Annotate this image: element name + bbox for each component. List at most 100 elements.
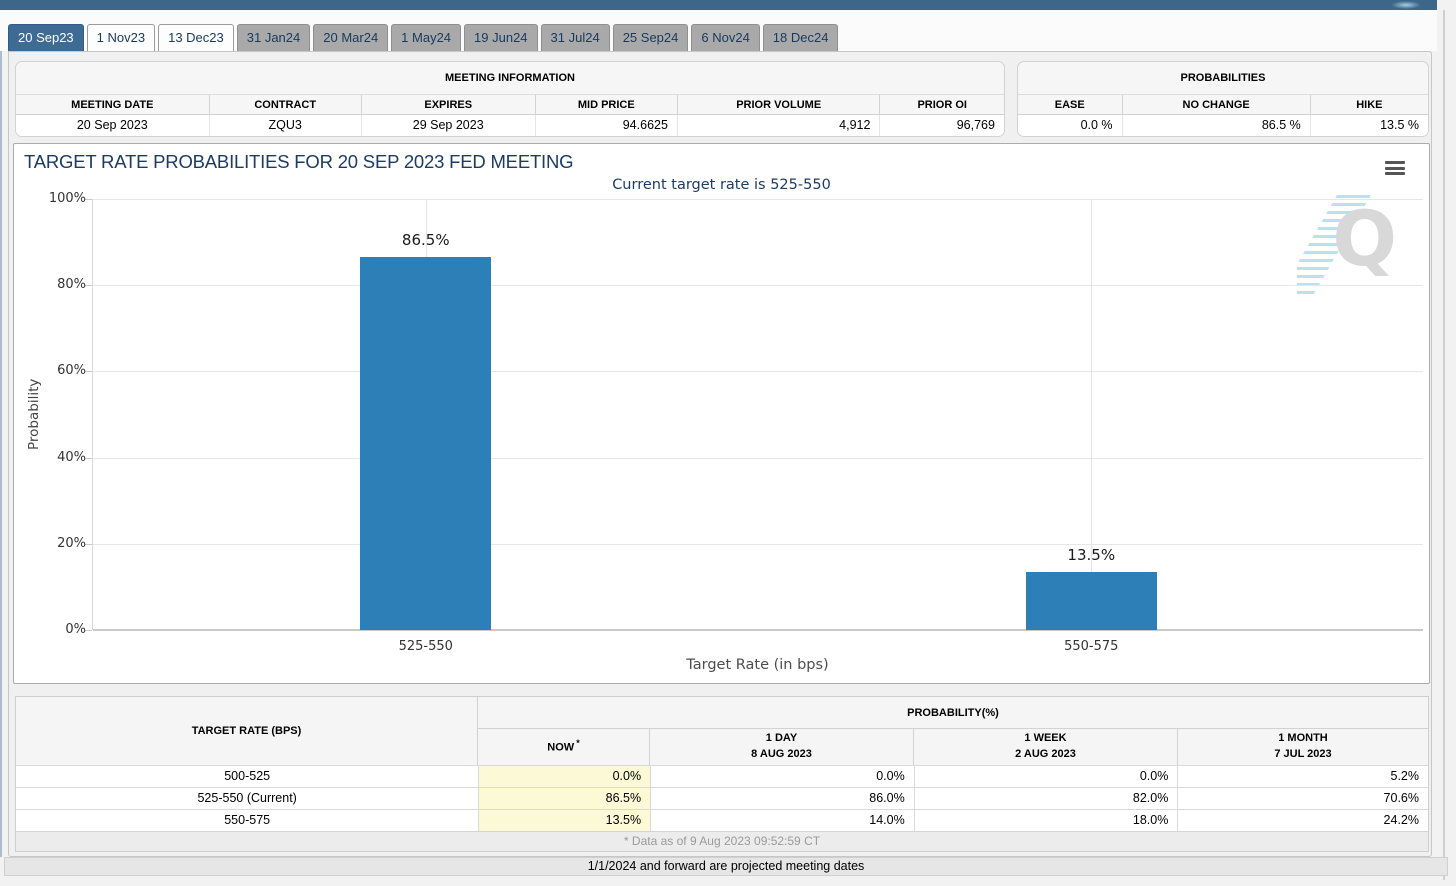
target-rate-header: TARGET RATE (BPS) [16, 697, 478, 765]
hamburger-menu-icon[interactable] [1385, 161, 1405, 178]
probability-sub-header-cell: NOW * [478, 729, 650, 765]
tab-6-nov24[interactable]: 6 Nov24 [691, 24, 760, 51]
one-day-probability-cell: 14.0% [651, 810, 915, 831]
fedwatch-main-panel: MEETING INFORMATION MEETING DATE CONTRACT… [8, 51, 1432, 857]
table-row: 500-525 0.0% 0.0% 0.0% 5.2% [16, 765, 1428, 787]
probability-sub-header-cell: 1 MONTH 7 JUL 2023 [1178, 729, 1428, 765]
y-tick-mark [85, 285, 92, 287]
meeting-info-value-row: 20 Sep 2023 ZQU3 29 Sep 2023 94.6625 4,912 96… [16, 115, 1004, 136]
y-tick-label: 40% [57, 449, 86, 465]
bar-550-575[interactable] [1025, 571, 1157, 630]
one-day-probability-cell: 86.0% [651, 788, 915, 809]
table-row: 550-575 13.5% 14.0% 18.0% 24.2% [16, 809, 1428, 831]
probabilities-header-cell: HIKE [1356, 99, 1383, 111]
y-tick-label: 80% [57, 277, 86, 293]
hamburger-bar [1385, 172, 1405, 175]
probability-sub-header-cell: 1 WEEK 2 AUG 2023 [914, 729, 1178, 765]
y-axis-title: Probability [26, 378, 42, 451]
probability-group-header: PROBABILITY(%) [478, 697, 1428, 729]
x-axis-line [93, 629, 1423, 631]
y-gridline [93, 285, 1423, 287]
sub-header-line2: 7 JUL 2023 [1274, 748, 1332, 760]
y-tick-mark [85, 543, 92, 545]
sub-header-line1: 1 DAY [765, 732, 798, 745]
y-tick-label: 0% [65, 622, 86, 637]
rate-history-rows: 500-525 0.0% 0.0% 0.0% 5.2% 525-550 (Current)… [16, 765, 1428, 831]
projected-dates-note: 1/1/2024 and forward are projected meeti… [4, 857, 1448, 876]
probability-sub-header-cell: 1 DAY 8 AUG 2023 [650, 729, 914, 765]
y-tick-label: 60% [57, 363, 86, 379]
sub-header-line2: 2 AUG 2023 [1015, 748, 1076, 760]
y-tick-mark [85, 630, 92, 631]
tab-19-jun24[interactable]: 19 Jun24 [464, 24, 538, 51]
probabilities-header-cell: EASE [1018, 95, 1123, 114]
y-gridline [93, 371, 1423, 373]
meeting-info-value-cell: 29 Sep 2023 [362, 115, 536, 136]
meeting-info-header-row: MEETING DATE CONTRACT EXPIRES MID PRICE PRIO… [16, 94, 1004, 115]
meeting-info-table: MEETING INFORMATION MEETING DATE CONTRACT… [15, 61, 1005, 137]
watermark-q-logo: Q [1332, 195, 1397, 283]
tab-13-dec23[interactable]: 13 Dec23 [158, 24, 234, 51]
probabilities-title: PROBABILITIES [1180, 72, 1266, 84]
table-row: 525-550 (Current) 86.5% 86.0% 82.0% 70.6% [16, 787, 1428, 809]
chart-plot-area: Q 86.5% 525-550 13.5% 550-575 [92, 195, 1423, 654]
y-tick-mark [85, 371, 92, 373]
rate-history-table: TARGET RATE (BPS) PROBABILITY(%) NOW * 1 D… [15, 696, 1429, 852]
tab-31-jul24[interactable]: 31 Jul24 [540, 24, 610, 51]
meeting-info-header-cell: PRIOR OI [917, 99, 967, 111]
sub-header-line2: 8 AUG 2023 [751, 748, 812, 760]
meeting-info-header-cell: EXPIRES [362, 95, 536, 114]
now-probability-cell: 86.5% [479, 788, 652, 809]
tab-1-nov23[interactable]: 1 Nov23 [86, 24, 156, 51]
sub-header-line1: 1 WEEK [1024, 732, 1067, 745]
tab-20-mar24[interactable]: 20 Mar24 [313, 24, 389, 51]
y-tick-mark [85, 199, 92, 200]
one-month-probability-cell: 5.2% [1390, 769, 1420, 783]
chart-subtitle: Current target rate is 525-550 [612, 177, 831, 193]
target-rate-cell: 500-525 [16, 766, 480, 787]
meeting-info-title: MEETING INFORMATION [445, 72, 575, 84]
y-gridline [93, 457, 1423, 459]
x-axis-title: Target Rate (in bps) [686, 657, 829, 673]
data-asof-note: * Data as of 9 Aug 2023 09:52:59 CT [16, 831, 1428, 851]
page-left-border [0, 51, 2, 857]
tab-31-jan24[interactable]: 31 Jan24 [236, 24, 311, 51]
one-week-probability-cell: 0.0% [915, 766, 1179, 787]
meeting-info-value-cell: ZQU3 [210, 115, 362, 136]
meeting-info-value-cell: 20 Sep 2023 [16, 115, 210, 136]
one-day-probability-cell: 0.0% [651, 766, 915, 787]
y-tick-label: 100% [48, 191, 86, 206]
meeting-info-header-cell: MID PRICE [536, 95, 678, 114]
tab-25-sep24[interactable]: 25 Sep24 [612, 24, 689, 51]
meeting-info-header-cell: CONTRACT [210, 95, 362, 114]
meeting-info-header-cell: MEETING DATE [16, 95, 210, 114]
tab-bar: 20 Sep23 1 Nov23 13 Dec23 31 Jan24 20 Mar24 1… [8, 24, 841, 51]
probabilities-value-cell: 86.5 % [1123, 115, 1311, 136]
asterisk: * [576, 738, 580, 749]
one-week-probability-cell: 18.0% [915, 810, 1179, 831]
probabilities-header-cell: NO CHANGE [1123, 95, 1311, 114]
tab-1-may24[interactable]: 1 May24 [391, 24, 462, 51]
tab-20-sep23[interactable]: 20 Sep23 [8, 24, 84, 51]
hamburger-bar [1385, 161, 1405, 164]
chart-panel: TARGET RATE PROBABILITIES FOR 20 SEP 202… [13, 143, 1430, 684]
y-gridline [93, 199, 1423, 200]
one-week-probability-cell: 82.0% [915, 788, 1179, 809]
one-month-probability-cell: 70.6% [1383, 791, 1419, 805]
hamburger-bar [1385, 166, 1405, 170]
meeting-info-header-cell: PRIOR VOLUME [678, 95, 881, 114]
sub-header-line1: NOW * [547, 738, 580, 754]
bar-525-550[interactable] [360, 257, 492, 630]
tab-18-dec24[interactable]: 18 Dec24 [762, 24, 839, 51]
meeting-info-value-cell: 94.6625 [536, 115, 678, 136]
quikstrike-watermark: Q [1297, 195, 1401, 299]
top-accent-bar [0, 0, 1437, 10]
sub-header-line1: 1 MONTH [1278, 732, 1328, 745]
one-month-probability-cell: 24.2% [1383, 813, 1419, 827]
probabilities-value-cell: 13.5 % [1380, 118, 1419, 132]
page-right-border [1443, 10, 1445, 880]
x-tick-label: 525-550 [398, 639, 453, 654]
probability-sub-header-row: NOW * 1 DAY 8 AUG 2023 1 WEEK 2 AUG 2023 1 MON… [478, 729, 1428, 765]
probabilities-value-cell: 0.0 % [1018, 115, 1123, 136]
meeting-info-value-cell: 4,912 [678, 115, 881, 136]
